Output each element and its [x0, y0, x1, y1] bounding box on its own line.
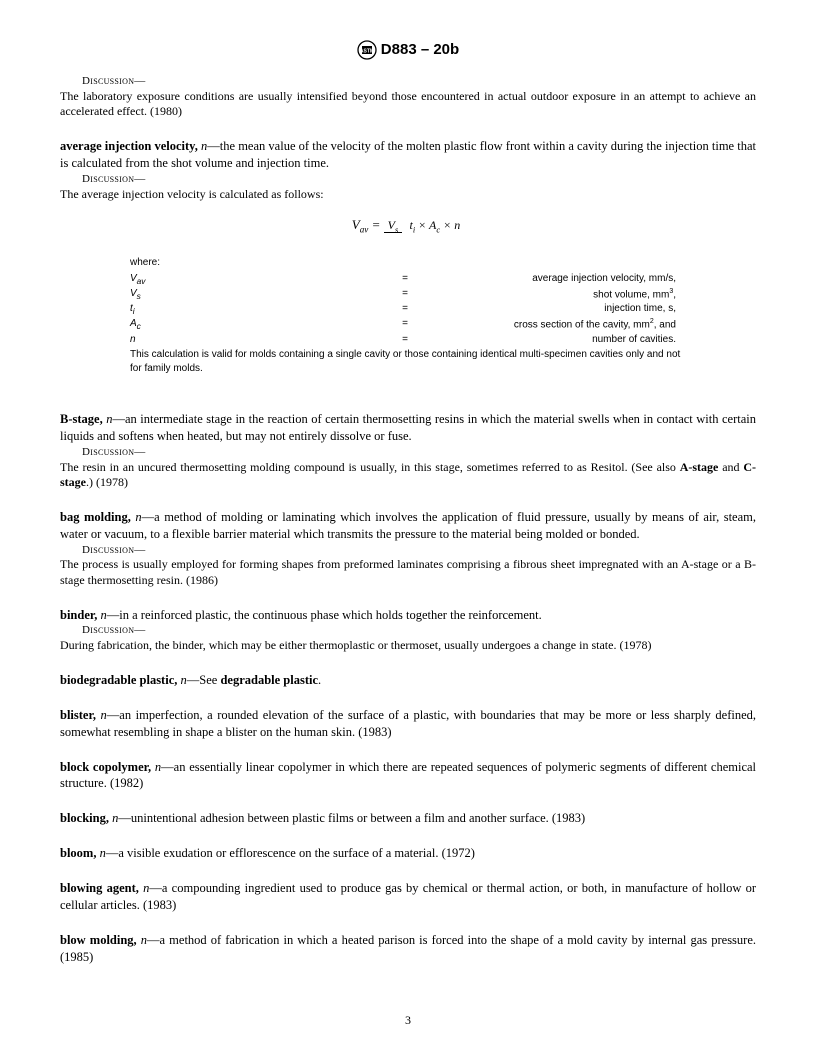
- xref-a-stage: A-stage: [680, 460, 719, 474]
- where-label: where:: [130, 256, 686, 270]
- discussion-text: The laboratory exposure conditions are u…: [60, 89, 756, 120]
- def-text: —a method of molding or laminating which…: [60, 510, 756, 541]
- entry-bag-molding: bag molding, n—a method of molding or la…: [60, 509, 756, 589]
- def-text: —in a reinforced plastic, the continuous…: [107, 608, 542, 622]
- and: and: [718, 460, 743, 474]
- definition: blowing agent, n—a compounding ingredien…: [60, 880, 756, 914]
- page-number: 3: [0, 1013, 816, 1028]
- where-desc: cross section of the cavity, mm2, and: [420, 317, 686, 332]
- definition: binder, n—in a reinforced plastic, the c…: [60, 607, 756, 624]
- see: —See: [187, 673, 221, 687]
- where-eq: =: [390, 317, 420, 332]
- entry-intro: Discussion— The laboratory exposure cond…: [60, 74, 756, 120]
- def-text: —a visible exudation or efflorescence on…: [106, 846, 475, 860]
- definition: blister, n—an imperfection, a rounded el…: [60, 707, 756, 741]
- page-header: ASTM D883 – 20b: [60, 40, 756, 60]
- discussion-label: Discussion—: [82, 543, 756, 558]
- entry-blow-molding: blow molding, n—a method of fabrication …: [60, 932, 756, 966]
- term: bag molding,: [60, 510, 131, 524]
- entry-blister: blister, n—an imperfection, a rounded el…: [60, 707, 756, 741]
- entry-bloom: bloom, n—a visible exudation or efflores…: [60, 845, 756, 862]
- entry-biodegradable-plastic: biodegradable plastic, n—See degradable …: [60, 672, 756, 689]
- where-sym: Vav: [130, 272, 390, 287]
- discussion-text: The resin in an uncured thermosetting mo…: [60, 460, 756, 491]
- entry-blowing-agent: blowing agent, n—a compounding ingredien…: [60, 880, 756, 914]
- def-text: —an essentially linear copolymer in whic…: [60, 760, 756, 791]
- def-text: —an imperfection, a rounded elevation of…: [60, 708, 756, 739]
- def-text: —a compounding ingredient used to produc…: [60, 881, 756, 912]
- term: biodegradable plastic,: [60, 673, 177, 687]
- discussion-label: Discussion—: [82, 445, 756, 460]
- where-row: Ac = cross section of the cavity, mm2, a…: [130, 317, 686, 332]
- entry-blocking: blocking, n—unintentional adhesion betwe…: [60, 810, 756, 827]
- definition: average injection velocity, n—the mean v…: [60, 138, 756, 172]
- where-eq: =: [390, 272, 420, 287]
- entry-average-injection-velocity: average injection velocity, n—the mean v…: [60, 138, 756, 375]
- where-eq: =: [390, 333, 420, 347]
- where-row: Vs = shot volume, mm3,: [130, 287, 686, 302]
- term: average injection velocity,: [60, 139, 198, 153]
- page-content: ASTM D883 – 20b Discussion— The laborato…: [0, 0, 816, 1014]
- discussion-text: The process is usually employed for form…: [60, 557, 756, 588]
- definition: block copolymer, n—an essentially linear…: [60, 759, 756, 793]
- term: binder,: [60, 608, 97, 622]
- designation: D883 – 20b: [381, 41, 459, 58]
- term: blister,: [60, 708, 96, 722]
- discussion-text: During fabrication, the binder, which ma…: [60, 638, 756, 654]
- period: .: [318, 673, 321, 687]
- def-text: —a method of fabrication in which a heat…: [60, 933, 756, 964]
- def-text: —an intermediate stage in the reaction o…: [60, 412, 756, 443]
- discussion-label: Discussion—: [82, 172, 756, 187]
- definition: blocking, n—unintentional adhesion betwe…: [60, 810, 756, 827]
- where-desc: injection time, s,: [420, 302, 686, 317]
- where-row: Vav = average injection velocity, mm/s,: [130, 272, 686, 287]
- definition: bloom, n—a visible exudation or efflores…: [60, 845, 756, 862]
- xref-degradable-plastic: degradable plastic: [220, 673, 318, 687]
- where-desc: number of cavities.: [420, 333, 686, 347]
- where-block: where: Vav = average injection velocity,…: [130, 256, 686, 375]
- where-desc: average injection velocity, mm/s,: [420, 272, 686, 287]
- where-sym: ti: [130, 302, 390, 317]
- discussion-label: Discussion—: [82, 623, 756, 638]
- entry-binder: binder, n—in a reinforced plastic, the c…: [60, 607, 756, 654]
- term: blow molding,: [60, 933, 137, 947]
- def-text: —unintentional adhesion between plastic …: [118, 811, 585, 825]
- term: B-stage,: [60, 412, 103, 426]
- definition: blow molding, n—a method of fabrication …: [60, 932, 756, 966]
- term: block copolymer,: [60, 760, 151, 774]
- where-note: This calculation is valid for molds cont…: [130, 348, 686, 375]
- discussion-post: .) (1978): [86, 475, 128, 489]
- discussion-text: The average injection velocity is calcul…: [60, 187, 756, 203]
- term: blowing agent,: [60, 881, 139, 895]
- entry-b-stage: B-stage, n—an intermediate stage in the …: [60, 411, 756, 491]
- where-row: ti = injection time, s,: [130, 302, 686, 317]
- where-eq: =: [390, 287, 420, 302]
- svg-text:ASTM: ASTM: [360, 49, 374, 55]
- where-sym: Ac: [130, 317, 390, 332]
- where-eq: =: [390, 302, 420, 317]
- astm-logo-icon: ASTM: [357, 40, 377, 60]
- where-desc: shot volume, mm3,: [420, 287, 686, 302]
- where-row: n = number of cavities.: [130, 333, 686, 347]
- entry-block-copolymer: block copolymer, n—an essentially linear…: [60, 759, 756, 793]
- term: bloom,: [60, 846, 96, 860]
- definition: bag molding, n—a method of molding or la…: [60, 509, 756, 543]
- definition: B-stage, n—an intermediate stage in the …: [60, 411, 756, 445]
- discussion-label: Discussion—: [82, 74, 756, 89]
- where-sym: Vs: [130, 287, 390, 302]
- formula: Vav = Vs ti × Ac × n: [60, 216, 756, 236]
- where-sym: n: [130, 333, 390, 347]
- discussion-pre: The resin in an uncured thermosetting mo…: [60, 460, 680, 474]
- term: blocking,: [60, 811, 109, 825]
- definition: biodegradable plastic, n—See degradable …: [60, 672, 756, 689]
